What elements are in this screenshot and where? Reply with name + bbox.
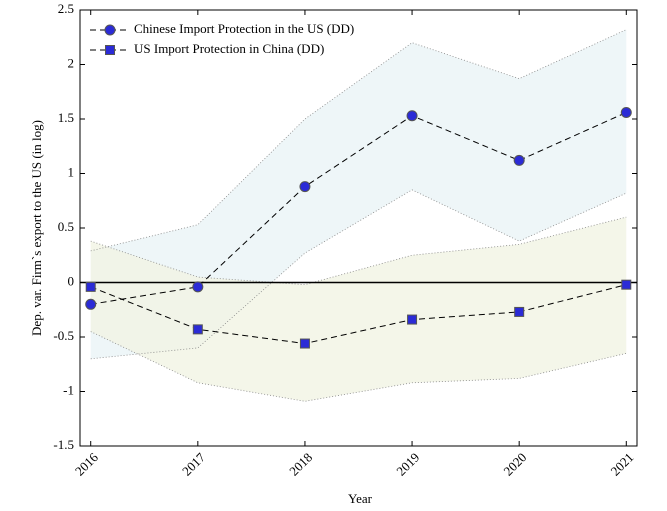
marker [621,279,632,290]
marker [104,24,116,36]
y-tick-label: 0 [68,273,75,288]
y-tick-label: -1 [63,382,74,397]
legend-label: Chinese Import Protection in the US (DD) [134,21,354,36]
marker [192,324,203,335]
marker [105,45,115,55]
marker [407,314,418,325]
legend-label: US Import Protection in China (DD) [134,41,324,56]
y-axis-label: Dep. var. Firm`s export to the US (in lo… [29,120,44,336]
marker [85,281,96,292]
x-tick-label: 2017 [179,449,208,478]
marker [299,338,310,349]
y-tick-label: 0.5 [58,219,74,234]
y-tick-label: 2 [68,55,75,70]
legend: Chinese Import Protection in the US (DD)… [90,21,354,56]
marker [192,281,204,293]
confidence-band [90,217,627,402]
x-axis-label: Year [348,491,373,506]
series-line [90,112,627,305]
band-edge [90,189,627,360]
marker [406,110,418,122]
marker [513,154,525,166]
y-tick-label: 1 [68,164,75,179]
marker [620,106,632,118]
confidence-band [90,29,627,359]
marker [514,306,525,317]
x-tick-label: 2019 [393,450,422,479]
marker [299,181,311,193]
x-tick-label: 2016 [72,449,101,478]
y-tick-label: 1.5 [58,110,74,125]
x-tick-label: 2018 [286,450,315,479]
x-tick-label: 2020 [500,450,529,479]
y-tick-label: -1.5 [53,437,74,452]
marker [85,298,97,310]
y-tick-label: 2.5 [58,1,74,16]
y-tick-label: -0.5 [53,328,74,343]
x-tick-label: 2021 [608,450,637,479]
